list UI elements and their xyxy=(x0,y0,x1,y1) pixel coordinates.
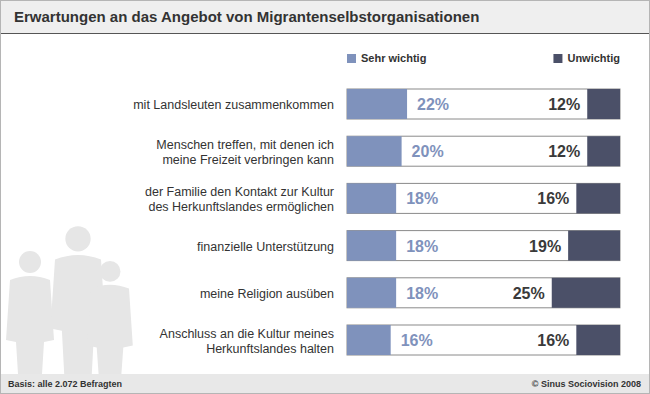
tracks xyxy=(347,89,620,355)
silhouette-body xyxy=(87,285,133,374)
category-label: finanzielle Unterstützung xyxy=(197,240,334,254)
bar-track xyxy=(347,278,620,308)
y-tick: meine Religion ausüben xyxy=(200,287,334,301)
category-label-line: Menschen treffen, mit denen ich xyxy=(156,138,334,152)
source: © Sinus Sociovision 2008 xyxy=(532,379,641,389)
silhouette-body xyxy=(6,276,54,374)
legend-swatch xyxy=(347,54,356,63)
category-label-line: mit Landsleuten zusammenkommen xyxy=(133,98,334,112)
title: Erwartungen an das Angebot von Migranten… xyxy=(14,8,479,25)
footnote: Basis: alle 2.072 Befragten xyxy=(8,379,122,389)
category-label: der Familie den Kontakt zur Kulturdes He… xyxy=(145,185,334,214)
bar xyxy=(568,231,620,261)
bar xyxy=(347,231,396,261)
chart: Erwartungen an das Angebot von Migranten… xyxy=(0,0,650,394)
legend-label: Unwichtig xyxy=(567,52,620,64)
category-label-line: meine Freizeit verbringen kann xyxy=(162,153,334,167)
y-axis: mit Landsleuten zusammenkommen Menschen t… xyxy=(133,98,334,356)
data-label: 25% xyxy=(513,285,545,302)
header-rule xyxy=(1,33,649,34)
bar xyxy=(347,183,396,213)
bar-track xyxy=(347,136,620,166)
silhouette-head xyxy=(100,261,121,282)
data-label: 18% xyxy=(406,190,438,207)
data-label: 16% xyxy=(537,190,569,207)
category-label: Anschluss an die Kultur meinesHerkunftsl… xyxy=(160,327,334,356)
y-tick: Anschluss an die Kultur meinesHerkunftsl… xyxy=(160,327,334,356)
frame xyxy=(1,1,650,394)
data-label: 16% xyxy=(401,332,433,349)
bar xyxy=(576,325,620,355)
category-label-line: meine Religion ausüben xyxy=(200,287,334,301)
category-label-line: des Herkunftslandes ermöglichen xyxy=(148,200,334,214)
silhouettes xyxy=(6,226,133,374)
category-label-line: Anschluss an die Kultur meines xyxy=(160,327,334,341)
data-label: 12% xyxy=(548,96,580,113)
data-label: 16% xyxy=(537,332,569,349)
category-label: Menschen treffen, mit denen ichmeine Fre… xyxy=(156,138,334,167)
bar xyxy=(347,278,396,308)
bar-track xyxy=(347,325,620,355)
y-tick: Menschen treffen, mit denen ichmeine Fre… xyxy=(156,138,334,167)
data-label: 12% xyxy=(548,143,580,160)
legend-label: Sehr wichtig xyxy=(361,52,426,64)
category-label: meine Religion ausüben xyxy=(200,287,334,301)
category-label-line: der Familie den Kontakt zur Kultur xyxy=(145,185,334,199)
y-tick: der Familie den Kontakt zur Kulturdes He… xyxy=(145,185,334,214)
data-labels: 22% 20% 18% 18% 18% 16% 12% 12% 16% 19% 25% 16% xyxy=(401,96,581,349)
silhouette-head xyxy=(65,226,90,251)
data-label: 20% xyxy=(412,143,444,160)
y-tick: finanzielle Unterstützung xyxy=(197,240,334,254)
header-band xyxy=(1,1,649,33)
data-label: 18% xyxy=(406,238,438,255)
data-label: 18% xyxy=(406,285,438,302)
category-label-line: finanzielle Unterstützung xyxy=(197,240,334,254)
bars xyxy=(347,89,620,355)
data-label: 19% xyxy=(529,238,561,255)
silhouette-head xyxy=(19,251,41,273)
category-label: mit Landsleuten zusammenkommen xyxy=(133,98,334,112)
bar xyxy=(347,325,391,355)
bar-track xyxy=(347,183,620,213)
bar xyxy=(552,278,620,308)
footer-band xyxy=(1,374,649,393)
bar xyxy=(347,89,407,119)
bar xyxy=(576,183,620,213)
bar xyxy=(587,136,620,166)
y-tick: mit Landsleuten zusammenkommen xyxy=(133,98,334,112)
legend: Sehr wichtig Unwichtig xyxy=(347,52,620,64)
legend-swatch xyxy=(553,54,562,63)
category-label-line: Herkunftslandes halten xyxy=(206,342,334,356)
bar-track xyxy=(347,89,620,119)
bar-track xyxy=(347,231,620,261)
bar xyxy=(347,136,402,166)
data-label: 22% xyxy=(417,96,449,113)
bar xyxy=(587,89,620,119)
